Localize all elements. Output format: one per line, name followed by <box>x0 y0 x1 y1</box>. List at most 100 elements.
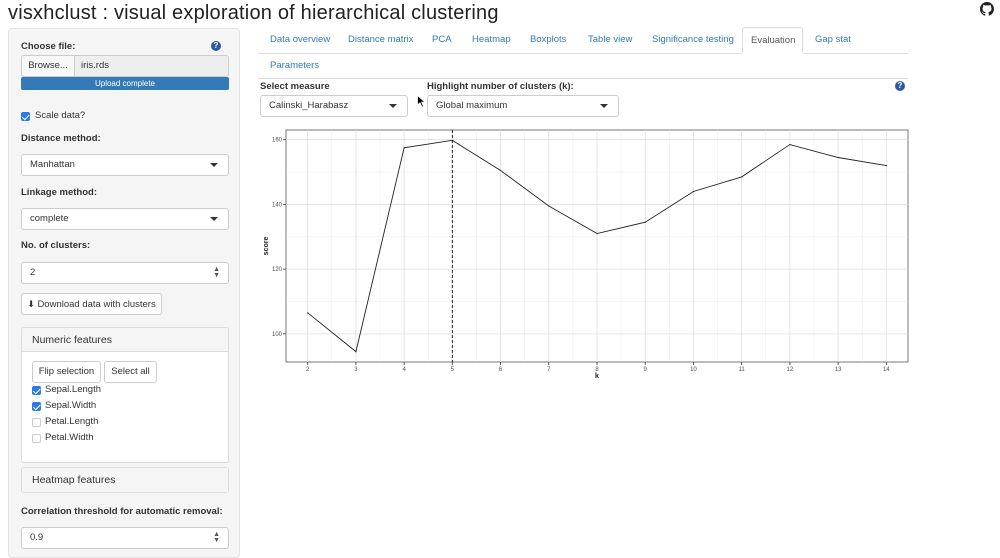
tab-heatmap[interactable]: Heatmap <box>472 34 511 45</box>
github-icon[interactable] <box>980 2 994 16</box>
measure-select[interactable]: Calinski_Harabasz <box>260 95 408 117</box>
clusters-value: 2 <box>30 267 36 278</box>
x-tick-label: 6 <box>499 367 503 373</box>
scale-checkbox[interactable] <box>21 112 30 121</box>
tab-significance-testing[interactable]: Significance testing <box>652 34 734 45</box>
x-tick-label: 13 <box>835 367 842 373</box>
x-tick-label: 5 <box>451 367 455 373</box>
y-axis-label: score <box>263 237 270 256</box>
distance-method-label: Distance method: <box>21 133 101 144</box>
tab-evaluation[interactable]: Evaluation <box>742 27 803 53</box>
correlation-threshold-value: 0.9 <box>30 532 44 543</box>
x-axis-label: k <box>595 373 599 380</box>
tab-gap-stat[interactable]: Gap stat <box>815 34 851 45</box>
x-tick-label: 7 <box>547 367 551 373</box>
numeric-features-panel: Numeric features Flip selection Select a… <box>21 327 229 463</box>
x-tick-label: 2 <box>306 367 310 373</box>
x-tick-label: 9 <box>644 367 648 373</box>
linkage-method-label: Linkage method: <box>21 187 98 198</box>
score-point <box>837 156 839 159</box>
score-point <box>789 143 791 146</box>
feature-label: Sepal.Width <box>45 400 97 411</box>
chevron-down-icon <box>600 104 608 108</box>
score-point <box>741 176 743 178</box>
score-point <box>355 351 357 353</box>
download-icon: ⬇ <box>27 299 35 309</box>
score-point <box>451 139 453 141</box>
download-button-label: Download data with clusters <box>37 299 156 310</box>
browse-button[interactable]: Browse... <box>21 55 75 77</box>
app-title: visxhclust : visual exploration of hiera… <box>8 2 499 24</box>
spinner-icon[interactable]: ▲ ▼ <box>213 531 220 544</box>
spinner-icon[interactable]: ▲ ▼ <box>213 266 220 279</box>
mouse-cursor-icon <box>417 95 426 108</box>
measure-value: Calinski_Harabasz <box>269 100 349 111</box>
choose-file-label: Choose file: <box>21 41 76 52</box>
correlation-threshold-input[interactable]: 0.9 ▲ ▼ <box>21 527 229 549</box>
x-tick-label: 8 <box>595 367 599 373</box>
feature-checkbox[interactable] <box>32 418 41 427</box>
sidebar: Choose file: ? Browse... iris.rds Upload… <box>8 28 240 558</box>
score-point <box>692 190 695 193</box>
numeric-features-title: Numeric features <box>22 328 228 352</box>
score-point <box>548 205 550 207</box>
tab-distance-matrix[interactable]: Distance matrix <box>348 34 414 45</box>
x-tick-label: 12 <box>787 367 794 373</box>
score-point <box>499 169 502 172</box>
scale-label: Scale data? <box>35 110 86 121</box>
tab-boxplots[interactable]: Boxplots <box>530 34 567 45</box>
y-tick-label: 100 <box>272 332 283 338</box>
heatmap-features-title: Heatmap features <box>22 468 228 492</box>
select-measure-label: Select measure <box>260 81 330 92</box>
file-input: Browse... iris.rds <box>21 55 229 77</box>
feature-label: Petal.Width <box>45 432 94 443</box>
linkage-method-value: complete <box>30 213 69 224</box>
highlight-k-label: Highlight number of clusters (k): <box>427 81 574 92</box>
y-tick-label: 120 <box>272 267 283 273</box>
flip-selection-button[interactable]: Flip selection <box>32 361 101 383</box>
tab-pca[interactable]: PCA <box>432 34 452 45</box>
score-point <box>596 232 598 235</box>
tab-table-view[interactable]: Table view <box>588 34 633 45</box>
upload-progress-bar: Upload complete <box>21 77 229 90</box>
feature-label: Petal.Length <box>45 416 99 427</box>
select-all-button[interactable]: Select all <box>104 361 157 383</box>
clusters-number-input[interactable]: 2 ▲ ▼ <box>21 262 229 284</box>
x-tick-label: 3 <box>354 367 358 373</box>
help-icon[interactable]: ? <box>211 41 221 51</box>
distance-method-select[interactable]: Manhattan <box>21 154 229 176</box>
correlation-threshold-label: Correlation threshold for automatic remo… <box>21 506 223 517</box>
score-point <box>885 164 887 167</box>
tab-divider <box>258 78 908 79</box>
feature-checkbox[interactable] <box>32 386 41 395</box>
evaluation-chart: 2 3 4 5 6 7 8 9 10 11 12 13 14 100 120 140 160 k score <box>258 126 910 382</box>
chevron-down-icon <box>210 217 218 221</box>
y-tick-label: 160 <box>272 138 283 144</box>
y-tick-label: 140 <box>272 202 283 208</box>
tab-parameters[interactable]: Parameters <box>270 60 320 71</box>
tab-divider <box>258 53 742 54</box>
chevron-down-icon <box>389 104 397 108</box>
x-tick-label: 11 <box>739 367 746 373</box>
linkage-method-select[interactable]: complete <box>21 208 229 230</box>
feature-checkbox[interactable] <box>32 434 41 443</box>
x-tick-label: 4 <box>402 367 406 373</box>
chevron-down-icon <box>210 163 218 167</box>
score-point <box>403 147 405 149</box>
feature-checkbox[interactable] <box>32 402 41 411</box>
download-button[interactable]: ⬇ Download data with clusters <box>21 293 162 315</box>
tab-data-overview[interactable]: Data overview <box>270 34 331 45</box>
file-name-field: iris.rds <box>75 55 229 77</box>
highlight-k-select[interactable]: Global maximum <box>427 95 619 117</box>
distance-method-value: Manhattan <box>30 159 75 170</box>
x-tick-label: 10 <box>690 367 697 373</box>
feature-label: Sepal.Length <box>45 384 101 395</box>
highlight-k-value: Global maximum <box>436 100 508 111</box>
tab-divider <box>803 53 908 54</box>
help-icon[interactable]: ? <box>895 81 905 91</box>
clusters-label: No. of clusters: <box>21 240 91 251</box>
score-point <box>644 221 646 223</box>
evaluation-chart-svg: 2 3 4 5 6 7 8 9 10 11 12 13 14 100 120 140 160 k score <box>263 129 909 380</box>
heatmap-features-panel[interactable]: Heatmap features <box>21 467 229 493</box>
x-tick-label: 14 <box>883 367 890 373</box>
